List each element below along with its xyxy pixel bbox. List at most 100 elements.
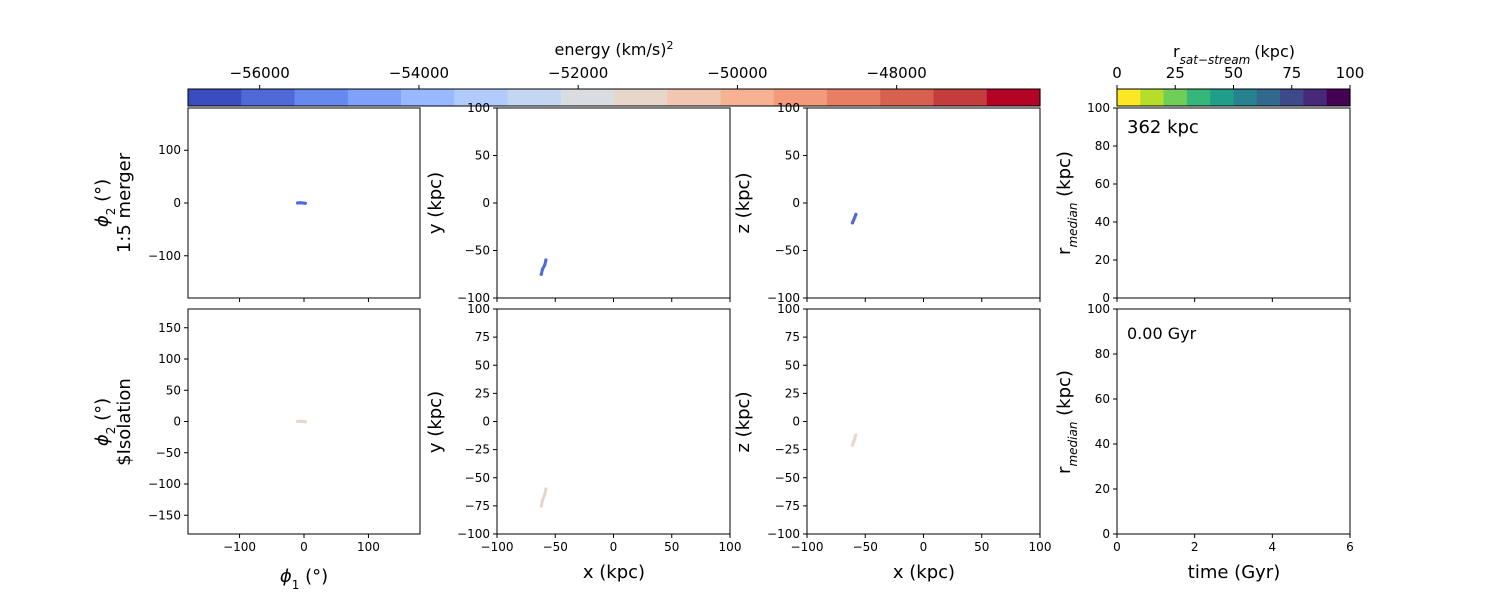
xy-y-row2-tick-label: 25 [475, 386, 490, 400]
stream-particle [852, 218, 856, 222]
annotation-distance: 362 kpc [1127, 117, 1199, 138]
xy-y-row2-tick-label: 0 [482, 415, 490, 429]
energy-colorbar: −56000 −54000 −52000 −50000 −48000 energy (k… [187, 39, 1041, 107]
rmed-y-row1-tick-label: 0 [1102, 291, 1110, 305]
stream-particle [852, 440, 856, 444]
data-marks [296, 201, 858, 508]
distance-colorbar-segment [1280, 89, 1304, 106]
sky-y-row1-tick-label: −100 [148, 249, 181, 263]
xy-y-row1-tick-label: 100 [467, 101, 490, 115]
distance-colorbar-segment [1163, 89, 1188, 106]
xz-y-row2-tick-label: −25 [775, 443, 800, 457]
sky-y-row2-tick-label: −50 [156, 446, 181, 460]
sky-y-row2-tick-label: 50 [166, 383, 181, 397]
rmed-y-row1-tick-label: 100 [1087, 101, 1110, 115]
sky-y-row2-tick-label: 100 [158, 352, 181, 366]
time-x-row2-tick-label: 2 [1191, 540, 1199, 554]
xz-y-row1-tick-label: 0 [792, 196, 800, 210]
stream-particle [853, 215, 857, 219]
panel-row1-rmedian [1116, 107, 1351, 299]
xz-y-row1-tick-label: 100 [777, 101, 800, 115]
stream-particle [544, 487, 548, 491]
stream-particle [298, 201, 302, 205]
energy-colorbar-tick-label: −48000 [867, 64, 927, 82]
energy-colorbar-segment [827, 89, 881, 106]
xz-y-row2-tick-label: −75 [775, 499, 800, 513]
xz-x-row2-tick-label: 50 [974, 540, 989, 554]
distance-colorbar-gradient [1117, 89, 1351, 106]
time-x-row2-tick-label: 6 [1346, 540, 1354, 554]
ylabel-rmedian-row2: rmedian (kpc) [1054, 370, 1080, 474]
ylabel-row1-condition: 1:5 merger [114, 152, 135, 253]
xz-y-row2-tick-label: 0 [792, 415, 800, 429]
distance-colorbar-segment [1186, 89, 1211, 106]
energy-colorbar-segment [933, 89, 988, 106]
energy-colorbar-segment [720, 89, 775, 106]
panel-row2-xy [496, 308, 731, 535]
xy-y-row1-tick-label: 50 [475, 149, 490, 163]
xy-y-row1-tick-label: −50 [465, 244, 490, 258]
energy-colorbar-segment [347, 89, 402, 106]
xz-y-row1-tick-label: −50 [775, 244, 800, 258]
stream-row1-xy [539, 258, 548, 276]
energy-colorbar-label: energy (km/s)2 [555, 39, 674, 60]
stream-particle [850, 443, 855, 447]
sky-y-row1-tick-label: 0 [173, 196, 181, 210]
xz-y-row2-tick-label: 75 [785, 330, 800, 344]
xz-y-row2-tick-label: −50 [775, 471, 800, 485]
xy-x-row2-tick-label: −100 [481, 540, 514, 554]
sky-y-row1-tick-label: 100 [158, 143, 181, 157]
xy-x-row2-tick-label: −50 [543, 540, 568, 554]
ylabel-rmedian-row1: rmedian (kpc) [1054, 151, 1080, 255]
xy-y-row1-tick-label: 0 [482, 196, 490, 210]
stream-particle [301, 201, 305, 205]
distance-colorbar-tick-label: 75 [1282, 64, 1301, 82]
energy-colorbar-ticks: −56000 −54000 −52000 −50000 −48000 [230, 64, 927, 89]
xz-x-row2-tick-label: −100 [791, 540, 824, 554]
panel-row1-xy [496, 107, 731, 299]
rmed-y-row2-tick-label: 100 [1087, 302, 1110, 316]
ylabel-z-row1: z (kpc) [733, 173, 754, 234]
sky-x-row2-tick-label: 0 [300, 540, 308, 554]
xlabel-phi1: ϕ1 (°) [280, 566, 328, 592]
xz-y-row2-tick-label: 100 [777, 302, 800, 316]
energy-colorbar-tick-label: −50000 [707, 64, 767, 82]
distance-colorbar-tick-label: 0 [1112, 64, 1122, 82]
rmed-y-row1-tick-label: 80 [1095, 139, 1110, 153]
sky-y-row2-tick-label: −150 [148, 508, 181, 522]
energy-colorbar-tick-label: −52000 [548, 64, 608, 82]
distance-colorbar-segment [1256, 89, 1281, 106]
stream-particle [543, 263, 547, 267]
energy-colorbar-segment [614, 89, 668, 106]
xz-y-row1-tick-label: −100 [767, 291, 800, 305]
xy-y-row2-tick-label: −50 [465, 471, 490, 485]
panel-row2-xz [806, 308, 1041, 535]
xz-y-row2-tick-label: 25 [785, 386, 800, 400]
annotation-time: 0.00 Gyr [1127, 324, 1197, 343]
stream-particle [544, 258, 548, 262]
time-x-row2-tick-label: 0 [1113, 540, 1121, 554]
stream-particle [543, 493, 547, 497]
energy-colorbar-segment [241, 89, 296, 106]
energy-colorbar-tick-label: −54000 [389, 64, 449, 82]
distance-colorbar-segment [1233, 89, 1258, 106]
stream-particle [301, 419, 305, 424]
xy-y-row2-tick-label: −25 [465, 443, 490, 457]
distance-colorbar-segment [1303, 89, 1328, 106]
xz-y-row1-tick-label: 50 [785, 149, 800, 163]
distance-colorbar-segment [1210, 89, 1235, 106]
distance-colorbar-tick-label: 25 [1166, 64, 1185, 82]
xy-x-row2-tick-label: 0 [610, 540, 618, 554]
energy-colorbar-segment [188, 89, 242, 106]
sky-y-row2-tick-label: 150 [158, 321, 181, 335]
xy-y-row2-tick-label: 50 [475, 358, 490, 372]
time-x-row2-tick-label: 4 [1269, 540, 1277, 554]
distance-colorbar: 0 25 50 75 100 rsat−stream (kpc) [1112, 42, 1364, 107]
ylabel-y-row1: y (kpc) [425, 172, 446, 234]
rmed-y-row1-tick-label: 20 [1095, 253, 1110, 267]
xz-x-row2-tick-label: −50 [853, 540, 878, 554]
distance-colorbar-ticks: 0 25 50 75 100 [1112, 64, 1364, 89]
panel-row1-xz [806, 107, 1041, 299]
stream-particle [296, 201, 300, 205]
